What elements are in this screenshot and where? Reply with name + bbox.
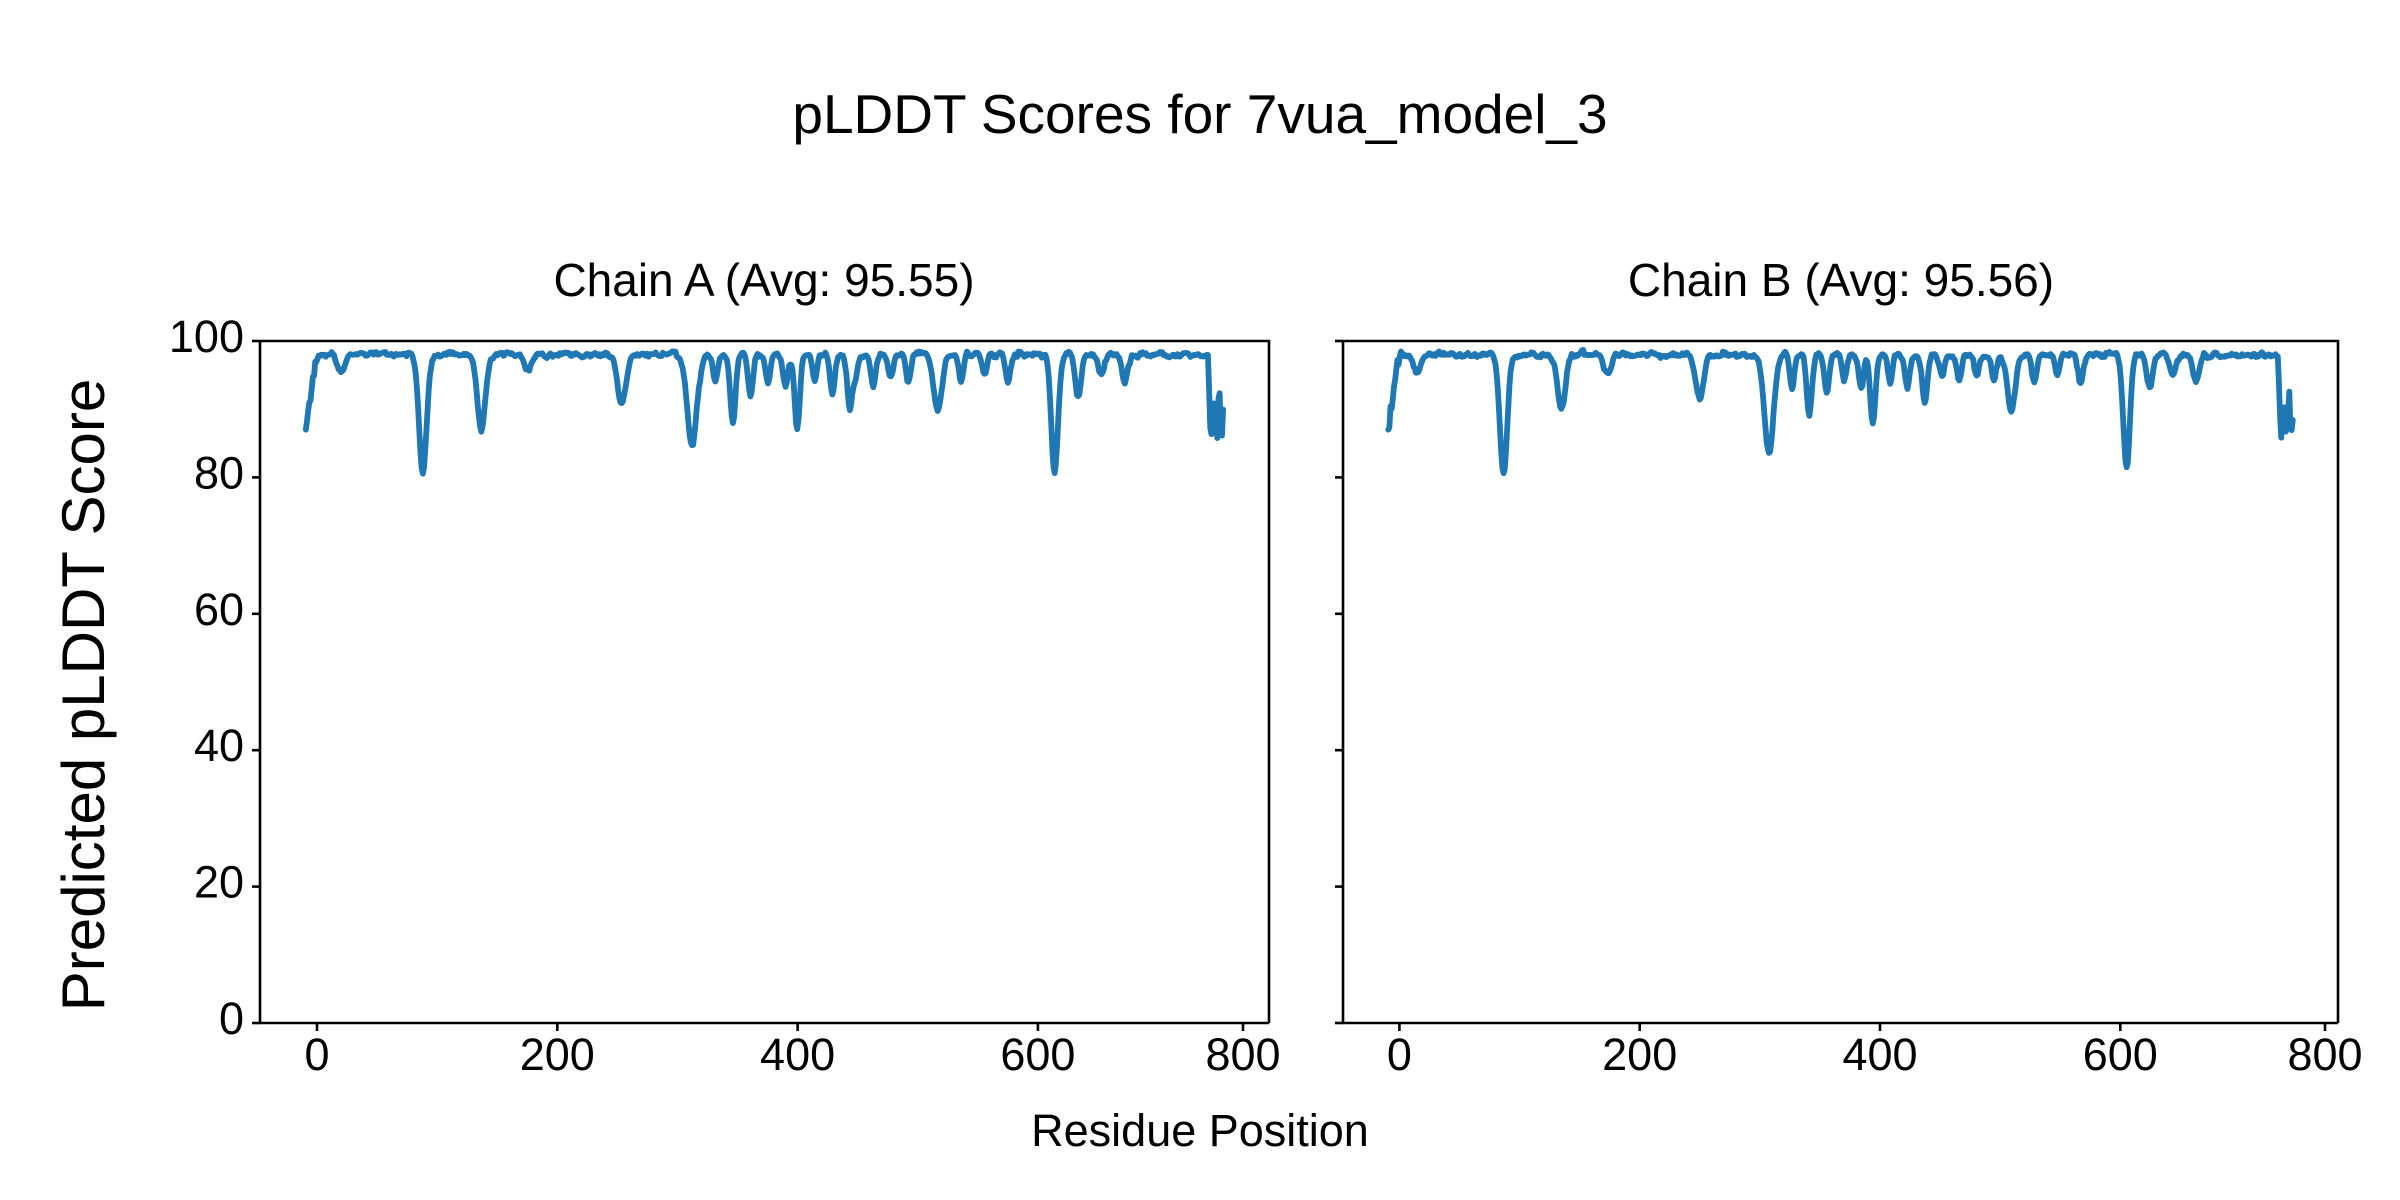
svg-text:0: 0 <box>1387 1029 1412 1080</box>
svg-text:Predicted pLDDT Score: Predicted pLDDT Score <box>50 379 117 1012</box>
svg-text:Chain A (Avg: 95.55): Chain A (Avg: 95.55) <box>553 254 974 306</box>
svg-text:pLDDT Scores for 7vua_model_3: pLDDT Scores for 7vua_model_3 <box>792 83 1607 145</box>
svg-text:Residue Position: Residue Position <box>1031 1105 1369 1156</box>
svg-text:800: 800 <box>2287 1029 2362 1080</box>
svg-text:400: 400 <box>1842 1029 1917 1080</box>
svg-text:80: 80 <box>194 447 244 498</box>
svg-text:0: 0 <box>219 993 244 1044</box>
svg-text:200: 200 <box>520 1029 595 1080</box>
svg-text:600: 600 <box>2083 1029 2158 1080</box>
svg-text:20: 20 <box>194 857 244 908</box>
svg-text:600: 600 <box>1000 1029 1075 1080</box>
svg-text:200: 200 <box>1602 1029 1677 1080</box>
svg-text:100: 100 <box>169 311 244 362</box>
svg-text:0: 0 <box>304 1029 329 1080</box>
svg-text:800: 800 <box>1205 1029 1280 1080</box>
svg-text:60: 60 <box>194 584 244 635</box>
svg-text:Chain B (Avg: 95.56): Chain B (Avg: 95.56) <box>1628 254 2054 306</box>
svg-text:400: 400 <box>760 1029 835 1080</box>
svg-text:40: 40 <box>194 720 244 771</box>
